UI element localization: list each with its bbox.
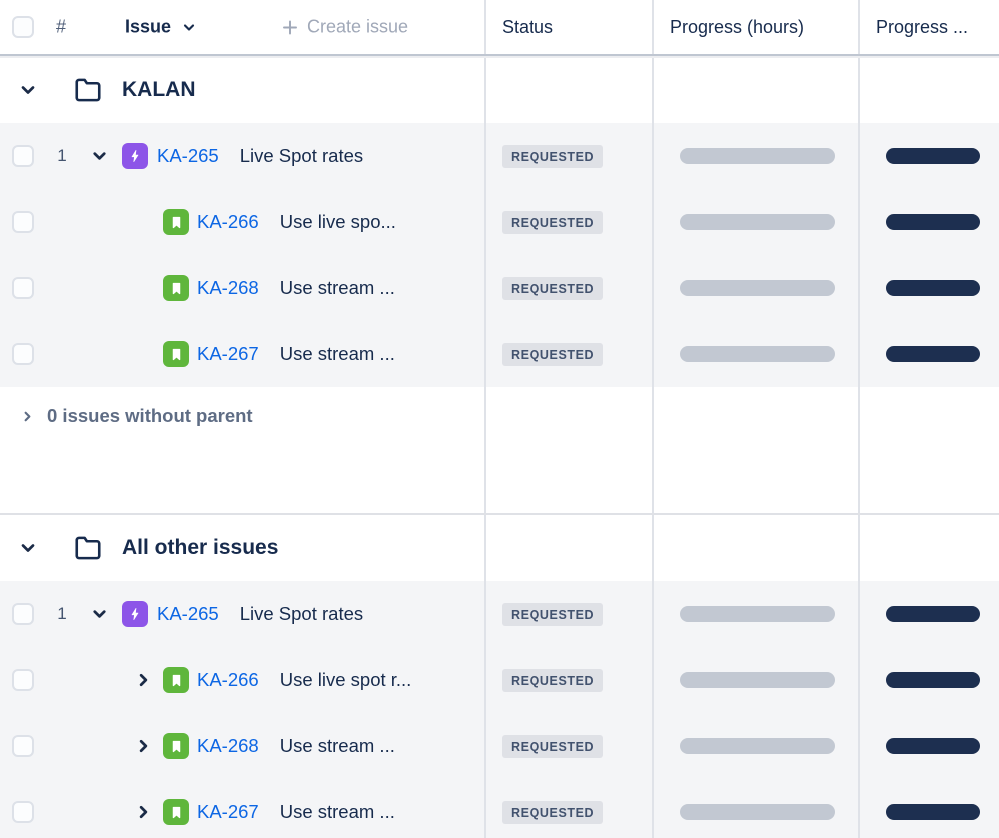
issue-summary: Use stream ... [279, 801, 395, 822]
row-checkbox[interactable] [12, 145, 34, 167]
epic-icon [122, 143, 148, 169]
issue-summary: Use stream ... [279, 277, 395, 298]
progress-bar-hours [680, 804, 835, 820]
progress-bar [886, 672, 980, 688]
issue-key-link[interactable]: KA-267 [197, 343, 259, 364]
issue-summary: Use stream ... [279, 735, 395, 756]
issue-row: KA-268 Use stream ... REQUESTED [0, 255, 999, 321]
progress-bar-hours [680, 738, 835, 754]
progress-bar [886, 606, 980, 622]
row-number: 1 [57, 146, 67, 165]
issue-row: KA-266 Use live spo... REQUESTED [0, 189, 999, 255]
status-badge: REQUESTED [502, 342, 604, 366]
row-checkbox[interactable] [12, 277, 34, 299]
issues-without-parent-toggle[interactable]: 0 issues without parent [20, 405, 253, 427]
progress-bar-hours [680, 214, 835, 230]
row-checkbox[interactable] [12, 211, 34, 233]
issue-summary: Use stream ... [279, 343, 395, 364]
issue-summary: Live Spot rates [239, 603, 364, 624]
issue-row: KA-267 Use stream ... REQUESTED [0, 321, 999, 387]
issue-key-link[interactable]: KA-268 [197, 277, 259, 298]
progress-bar [886, 148, 980, 164]
status-badge: REQUESTED [502, 276, 604, 300]
row-number-column-header: # [56, 16, 67, 37]
progress-bar [886, 280, 980, 296]
create-issue-label: Create issue [307, 16, 409, 37]
section-footer-row: 0 issues without parent [0, 387, 999, 513]
status-badge: REQUESTED [502, 734, 604, 758]
progress-column-header: Progress ... [876, 16, 969, 37]
progress-bar [886, 804, 980, 820]
progress-bar-hours [680, 148, 835, 164]
row-checkbox[interactable] [12, 735, 34, 757]
plus-icon [281, 18, 299, 36]
progress-bar-hours [680, 606, 835, 622]
story-icon [163, 341, 189, 367]
table-header: # Issue Create issue Status Progress (ho… [0, 0, 999, 56]
progress-hours-column-header: Progress (hours) [670, 16, 805, 37]
row-checkbox[interactable] [12, 343, 34, 365]
status-badge: REQUESTED [502, 210, 604, 234]
issue-key-link[interactable]: KA-265 [157, 145, 219, 166]
group-row-all-other-issues: All other issues [0, 513, 999, 581]
issue-summary: Use live spo... [279, 211, 396, 232]
epic-icon [122, 601, 148, 627]
issue-column-header[interactable]: Issue [125, 17, 197, 38]
story-icon [163, 209, 189, 235]
row-checkbox[interactable] [12, 603, 34, 625]
issue-row: 1 KA-265 Live Spot rates REQUESTED [0, 581, 999, 647]
progress-bar-hours [680, 280, 835, 296]
issue-row: KA-267 Use stream ... REQUESTED [0, 779, 999, 838]
story-icon [163, 799, 189, 825]
issue-key-link[interactable]: KA-266 [197, 211, 259, 232]
progress-bar [886, 738, 980, 754]
group-label[interactable]: All other issues [122, 536, 279, 559]
chevron-right-icon[interactable] [134, 803, 153, 822]
chevron-right-icon[interactable] [134, 671, 153, 690]
row-checkbox[interactable] [12, 801, 34, 823]
issue-key-link[interactable]: KA-265 [157, 603, 219, 624]
chevron-down-icon[interactable] [18, 538, 38, 558]
issue-summary: Use live spot r... [279, 669, 412, 690]
select-all-checkbox[interactable] [12, 16, 34, 38]
folder-icon [73, 76, 103, 103]
issue-key-link[interactable]: KA-268 [197, 735, 259, 756]
row-checkbox[interactable] [12, 669, 34, 691]
progress-bar [886, 214, 980, 230]
group-row-kalan: KALAN [0, 56, 999, 123]
chevron-down-icon[interactable] [90, 147, 109, 166]
group-label[interactable]: KALAN [122, 77, 196, 101]
row-number: 1 [57, 604, 67, 623]
progress-bar-hours [680, 672, 835, 688]
chevron-right-icon[interactable] [134, 737, 153, 756]
create-issue-button[interactable]: Create issue [281, 17, 408, 38]
issue-row: KA-268 Use stream ... REQUESTED [0, 713, 999, 779]
issue-summary: Live Spot rates [239, 145, 364, 166]
chevron-right-icon [20, 409, 35, 424]
story-icon [163, 733, 189, 759]
issue-row: 1 KA-265 Live Spot rates REQUESTED [0, 123, 999, 189]
chevron-down-icon[interactable] [90, 605, 109, 624]
progress-bar [886, 346, 980, 362]
story-icon [163, 667, 189, 693]
status-column-header: Status [502, 16, 554, 37]
status-badge: REQUESTED [502, 144, 604, 168]
folder-icon [73, 535, 103, 562]
issue-row: KA-266 Use live spot r... REQUESTED [0, 647, 999, 713]
issue-key-link[interactable]: KA-267 [197, 801, 259, 822]
issues-without-parent-label: 0 issues without parent [47, 405, 253, 426]
status-badge: REQUESTED [502, 668, 604, 692]
status-badge: REQUESTED [502, 602, 604, 626]
status-badge: REQUESTED [502, 800, 604, 824]
issue-key-link[interactable]: KA-266 [197, 669, 259, 690]
story-icon [163, 275, 189, 301]
issue-column-label: Issue [125, 16, 172, 37]
chevron-down-icon[interactable] [18, 80, 38, 100]
progress-bar-hours [680, 346, 835, 362]
chevron-down-icon [181, 19, 197, 35]
